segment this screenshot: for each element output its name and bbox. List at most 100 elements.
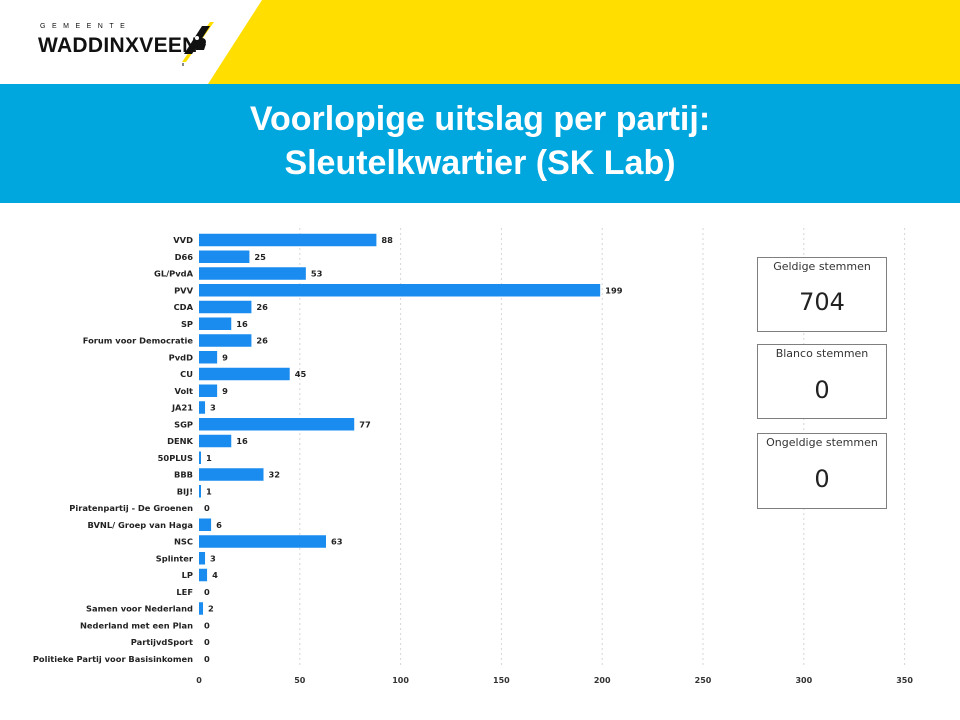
category-label: Forum voor Democratie — [83, 336, 194, 346]
bar — [199, 384, 218, 397]
bar — [199, 451, 202, 464]
page-subtitle: Sleutelkwartier (SK Lab) — [284, 144, 676, 182]
title-bar: Voorlopige uitslag per partij: Sleutelkw… — [0, 84, 960, 203]
blank-votes-value: 0 — [814, 376, 830, 404]
bar — [199, 250, 250, 263]
bar — [199, 334, 252, 347]
category-label: BIJ! — [177, 486, 193, 496]
valid-votes-card: Geldige stemmen 704 — [757, 257, 887, 332]
category-labels: VVD D66 GL/PvdA PVV CDA SP Forum voor Democrat… — [33, 235, 194, 664]
x-tick-label: 350 — [896, 676, 913, 685]
coat-of-arms-icon — [182, 22, 214, 66]
category-label: Samen voor Nederland — [86, 604, 193, 614]
value-label: 199 — [605, 285, 623, 295]
value-label: 6 — [216, 520, 222, 530]
category-label: NSC — [174, 537, 193, 547]
value-label: 32 — [269, 470, 281, 480]
x-tick-label: 200 — [594, 676, 611, 685]
blank-votes-label: Blanco stemmen — [775, 347, 869, 360]
value-label: 16 — [236, 319, 248, 329]
bar — [199, 284, 601, 297]
invalid-votes-card: Ongeldige stemmen 0 — [757, 433, 887, 509]
municipality-logo: GEMEENTE WADDINXVEEN — [38, 20, 228, 70]
value-label: 1 — [206, 453, 212, 463]
category-label: BBB — [174, 470, 193, 480]
category-label: DENK — [167, 436, 193, 446]
invalid-votes-label: Ongeldige stemmen — [766, 436, 878, 449]
category-label: 50PLUS — [158, 453, 193, 463]
category-label: D66 — [175, 252, 194, 262]
value-label: 9 — [222, 352, 228, 362]
value-label: 4 — [212, 570, 218, 580]
category-label: PvdD — [169, 352, 193, 362]
header: GEMEENTE WADDINXVEEN — [0, 0, 960, 84]
category-label: Volt — [175, 386, 194, 396]
valid-votes-value: 704 — [799, 288, 845, 316]
category-label: Piratenpartij - De Groenen — [69, 503, 193, 513]
value-label: 53 — [311, 269, 323, 279]
value-label: 45 — [295, 369, 307, 379]
bar — [199, 418, 355, 431]
category-label: LEF — [176, 587, 193, 597]
x-axis-ticks: 0 50 100 150 200 250 300 350 — [196, 676, 913, 685]
valid-votes-label: Geldige stemmen — [773, 260, 871, 273]
bar — [199, 602, 204, 615]
category-label: SP — [181, 319, 193, 329]
category-label: PVV — [174, 285, 194, 295]
logo-main-text: WADDINXVEEN — [38, 34, 198, 57]
page-title: Voorlopige uitslag per partij: — [249, 100, 711, 138]
x-tick-label: 50 — [294, 676, 306, 685]
invalid-votes-value: 0 — [814, 465, 830, 493]
value-label: 88 — [381, 235, 393, 245]
value-label: 16 — [236, 436, 248, 446]
category-label: LP — [182, 570, 193, 580]
bar — [199, 568, 208, 582]
bar — [199, 468, 264, 481]
logo-small-text: GEMEENTE — [40, 23, 132, 30]
category-label: Politieke Partij voor Basisinkomen — [33, 654, 193, 664]
value-label: 77 — [359, 419, 371, 429]
bar — [199, 535, 327, 548]
category-label: CU — [180, 369, 193, 379]
value-label: 2 — [208, 604, 214, 614]
category-label: BVNL/ Groep van Haga — [88, 520, 194, 530]
bar — [199, 317, 232, 330]
value-label: 26 — [256, 302, 268, 312]
bar — [199, 233, 377, 247]
value-label: 0 — [204, 503, 210, 513]
category-label: CDA — [174, 302, 194, 312]
category-label: VVD — [173, 235, 193, 245]
bar — [199, 300, 252, 314]
value-label: 26 — [256, 336, 268, 346]
category-label: Nederland met een Plan — [80, 620, 193, 630]
bars — [199, 233, 601, 615]
bar — [199, 401, 206, 414]
x-tick-label: 100 — [392, 676, 409, 685]
bar — [199, 267, 306, 280]
bar — [199, 367, 290, 381]
yellow-band — [208, 0, 960, 84]
value-label: 3 — [210, 553, 216, 563]
value-label: 25 — [254, 252, 266, 262]
category-label: SGP — [174, 419, 193, 429]
category-label: JA21 — [171, 403, 193, 413]
category-label: GL/PvdA — [154, 269, 194, 279]
value-label: 0 — [204, 620, 210, 630]
value-label: 63 — [331, 537, 343, 547]
value-label: 0 — [204, 637, 210, 647]
value-label: 0 — [204, 654, 210, 664]
x-tick-label: 300 — [795, 676, 812, 685]
bar — [199, 434, 232, 448]
value-label: 1 — [206, 486, 212, 496]
party-results-bar-chart: VVD D66 GL/PvdA PVV CDA SP Forum voor Democrat… — [33, 228, 913, 685]
bar — [199, 351, 218, 364]
x-tick-label: 150 — [493, 676, 510, 685]
value-label: 0 — [204, 587, 210, 597]
blank-votes-card: Blanco stemmen 0 — [757, 344, 887, 419]
value-label: 3 — [210, 403, 216, 413]
bar — [199, 552, 206, 565]
x-tick-label: 0 — [196, 676, 202, 685]
value-label: 9 — [222, 386, 228, 396]
bar — [199, 518, 212, 531]
